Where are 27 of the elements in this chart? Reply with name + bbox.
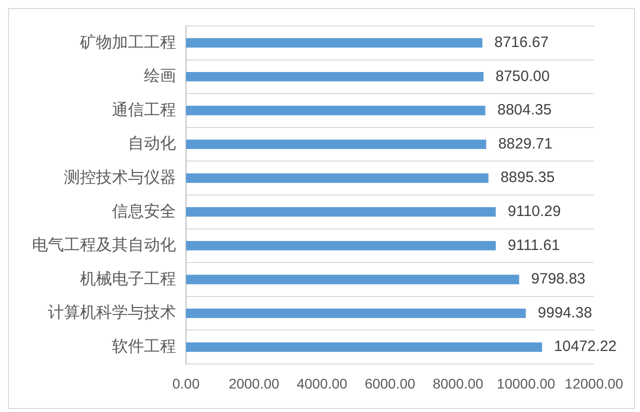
y-tick-label: 测控技术与仪器 bbox=[64, 168, 176, 187]
x-tick-label: 10000.00 bbox=[496, 375, 556, 392]
y-tick-label: 绘画 bbox=[144, 68, 176, 86]
x-tick-label: 8000.00 bbox=[432, 375, 484, 392]
data-label: 8829.71 bbox=[498, 135, 552, 152]
data-label: 9994.38 bbox=[538, 304, 592, 322]
x-tick-label: 4000.00 bbox=[296, 375, 348, 392]
y-tick-label: 信息安全 bbox=[112, 202, 176, 220]
x-tick-label: 12000.00 bbox=[564, 375, 624, 392]
x-tick-label: 2000.00 bbox=[228, 375, 280, 392]
x-tick-label: 0.00 bbox=[172, 375, 200, 392]
y-tick-label: 软件工程 bbox=[112, 338, 176, 356]
data-label: 9111.61 bbox=[508, 236, 560, 254]
y-tick-label: 机械电子工程 bbox=[80, 270, 176, 288]
y-tick-label: 电气工程及其自动化 bbox=[32, 236, 176, 254]
y-tick-label: 通信工程 bbox=[112, 100, 176, 119]
data-label: 8750.00 bbox=[496, 68, 550, 85]
y-tick-label: 自动化 bbox=[128, 134, 176, 153]
data-label: 10472.22 bbox=[554, 338, 617, 356]
y-tick-label: 计算机科学与技术 bbox=[48, 304, 176, 322]
y-tick-label: 矿物加工工程 bbox=[79, 33, 176, 52]
x-tick-label: 6000.00 bbox=[364, 375, 416, 392]
data-label: 8804.35 bbox=[497, 102, 552, 119]
data-label: 9110.29 bbox=[508, 203, 561, 220]
data-label: 9798.83 bbox=[531, 270, 586, 288]
data-label: 8895.35 bbox=[500, 169, 555, 186]
data-label: 8716.67 bbox=[494, 34, 549, 52]
